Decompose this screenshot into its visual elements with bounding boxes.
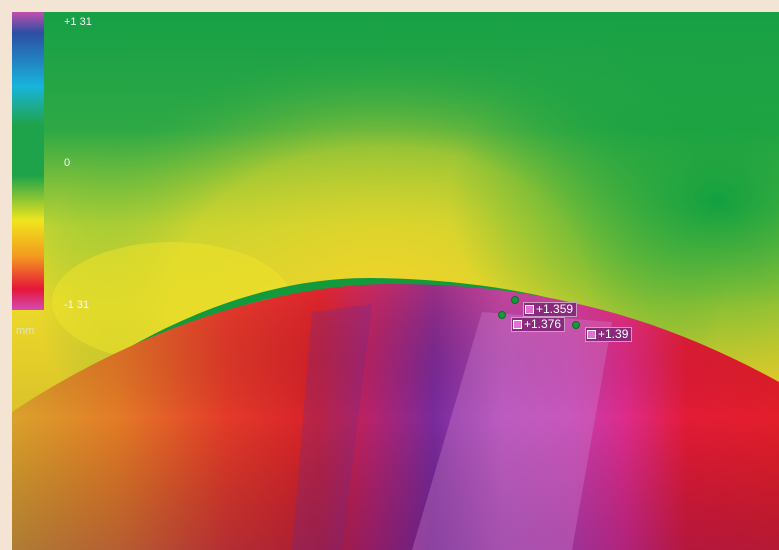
scale-min-label: -1 31 [64, 299, 90, 311]
callout-value: +1.39 [598, 327, 629, 341]
deviation-callout[interactable]: +1.376 [511, 317, 566, 332]
deviation-callout[interactable]: +1.359 [523, 302, 578, 317]
callout-swatch-icon [513, 320, 522, 329]
color-scale-bar [12, 12, 44, 310]
callout-value: +1.376 [524, 317, 562, 331]
callout-swatch-icon [587, 330, 596, 339]
scale-mid-label: 0 [64, 157, 71, 169]
scale-max-label: +1 31 [64, 16, 92, 28]
deviation-surface [12, 12, 779, 550]
measurement-point[interactable] [498, 311, 506, 319]
callout-swatch-icon [525, 305, 534, 314]
deviation-map-viewport[interactable]: +1 31 0 -1 31 mm +1.359 +1.376 +1.39 [12, 12, 779, 550]
measurement-point[interactable] [572, 321, 580, 329]
measurement-point[interactable] [511, 296, 519, 304]
deviation-callout[interactable]: +1.39 [585, 327, 633, 342]
scale-unit-label: mm [16, 325, 35, 337]
callout-value: +1.359 [536, 302, 574, 316]
